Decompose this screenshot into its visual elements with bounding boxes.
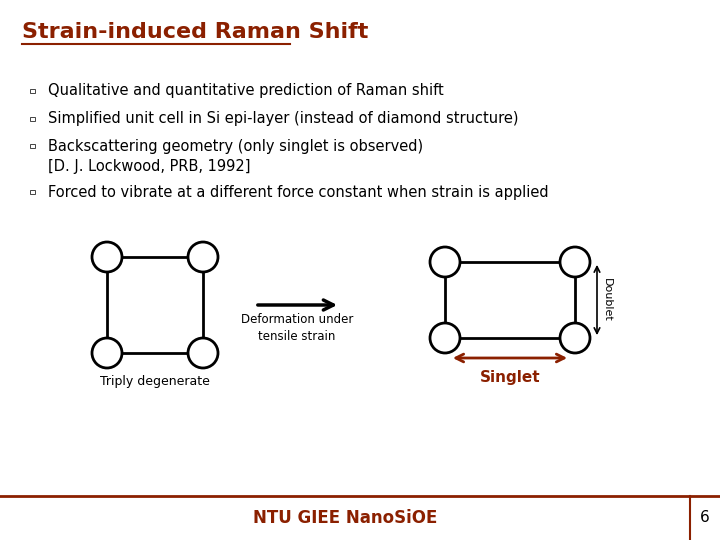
Circle shape bbox=[430, 247, 460, 277]
Circle shape bbox=[560, 247, 590, 277]
Text: Backscattering geometry (only singlet is observed): Backscattering geometry (only singlet is… bbox=[48, 138, 423, 153]
Circle shape bbox=[560, 323, 590, 353]
Text: Triply degenerate: Triply degenerate bbox=[100, 375, 210, 388]
Text: Qualitative and quantitative prediction of Raman shift: Qualitative and quantitative prediction … bbox=[48, 84, 444, 98]
Text: NTU GIEE NanoSiOE: NTU GIEE NanoSiOE bbox=[253, 509, 437, 527]
Bar bbox=[30, 117, 35, 122]
Circle shape bbox=[430, 323, 460, 353]
Text: Singlet: Singlet bbox=[480, 370, 540, 385]
Bar bbox=[30, 144, 35, 149]
Text: 6: 6 bbox=[700, 510, 710, 525]
Circle shape bbox=[188, 242, 218, 272]
Circle shape bbox=[92, 338, 122, 368]
Text: Doublet: Doublet bbox=[602, 278, 612, 322]
Text: Deformation under
tensile strain: Deformation under tensile strain bbox=[240, 313, 354, 343]
Circle shape bbox=[188, 338, 218, 368]
Bar bbox=[30, 89, 35, 93]
Circle shape bbox=[92, 242, 122, 272]
Text: [D. J. Lockwood, PRB, 1992]: [D. J. Lockwood, PRB, 1992] bbox=[48, 159, 251, 173]
Text: Simplified unit cell in Si epi-layer (instead of diamond structure): Simplified unit cell in Si epi-layer (in… bbox=[48, 111, 518, 126]
Text: Strain-induced Raman Shift: Strain-induced Raman Shift bbox=[22, 22, 369, 42]
Text: Forced to vibrate at a different force constant when strain is applied: Forced to vibrate at a different force c… bbox=[48, 185, 549, 199]
Bar bbox=[30, 190, 35, 194]
